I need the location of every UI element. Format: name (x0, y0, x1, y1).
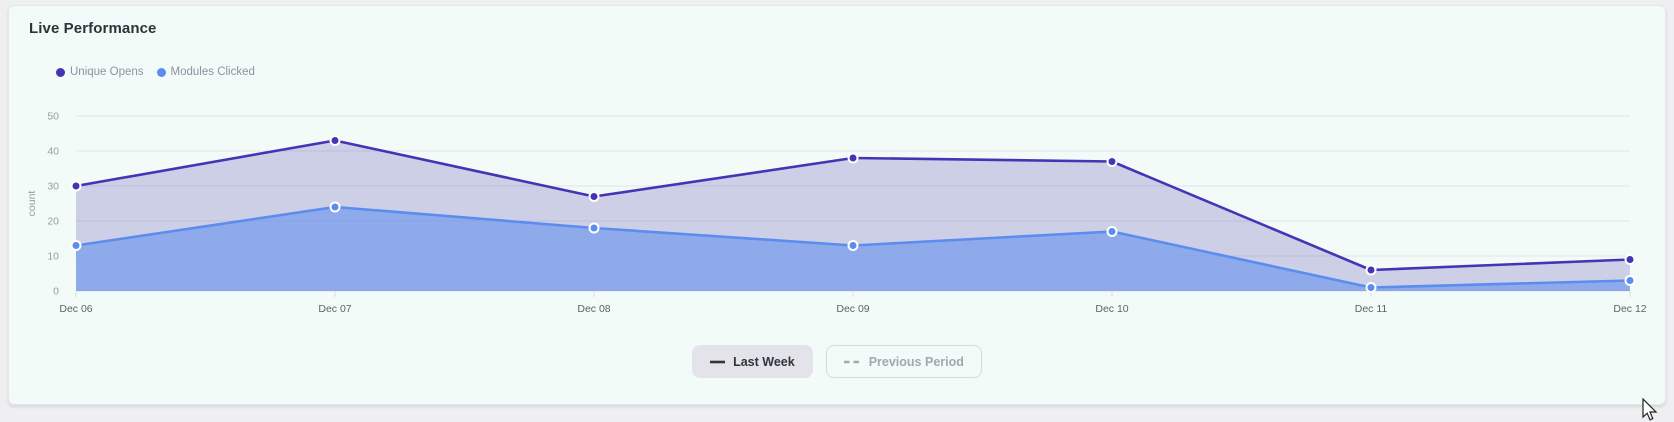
data-point[interactable] (70, 240, 82, 251)
y-axis-tick-label: 20 (47, 216, 59, 228)
data-point[interactable] (588, 191, 600, 202)
y-axis-tick-label: 40 (47, 146, 59, 158)
x-axis-tick-label: Dec 10 (1095, 303, 1128, 315)
data-point[interactable] (588, 222, 600, 234)
x-axis-tick-label: Dec 09 (836, 303, 869, 315)
y-axis-tick-label: 50 (47, 111, 59, 123)
unique-opens-dot-icon (56, 67, 65, 77)
data-point[interactable] (329, 135, 341, 146)
modules-clicked-dot-icon (156, 67, 166, 77)
data-point[interactable] (329, 201, 341, 213)
line-area-chart[interactable]: 0 10 20 30 40 50 Dec 06 Dec 07 Dec 08 Dec 09 Dec 1… (9, 106, 1667, 319)
data-point[interactable] (1624, 275, 1636, 286)
chart-legend: Unique Opens Modules Clicked (56, 66, 255, 78)
data-point[interactable] (1624, 254, 1636, 265)
legend-label: Modules Clicked (170, 66, 255, 78)
data-point[interactable] (70, 180, 82, 192)
x-axis-tick-label: Dec 07 (318, 303, 351, 315)
data-point[interactable] (847, 152, 859, 164)
previous-period-button-label: Previous Period (868, 354, 964, 369)
x-axis-tick-label: Dec 08 (577, 303, 610, 315)
x-axis-tick-label: Dec 12 (1613, 303, 1646, 315)
legend-label: Unique Opens (70, 66, 144, 78)
period-controls: Last Week Previous Period (9, 345, 1665, 378)
data-point[interactable] (1106, 156, 1118, 167)
data-point[interactable] (1106, 226, 1118, 237)
y-axis-tick-label: 0 (53, 286, 59, 298)
x-axis-tick-label: Dec 11 (1355, 303, 1388, 315)
legend-item-modules-clicked[interactable]: Modules Clicked (156, 66, 255, 78)
y-axis-tick-label: 10 (47, 251, 59, 263)
solid-line-icon (710, 360, 726, 363)
live-performance-card: Live Performance Unique Opens Modules Cl… (8, 5, 1666, 405)
dashed-line-icon (843, 360, 861, 363)
data-point[interactable] (1365, 264, 1377, 276)
y-axis-tick-label: 30 (47, 181, 59, 193)
x-axis-tick-label: Dec 06 (59, 303, 92, 315)
last-week-button-label: Last Week (733, 354, 795, 369)
previous-period-button[interactable]: Previous Period (825, 345, 982, 378)
last-week-button[interactable]: Last Week (692, 345, 813, 378)
y-axis-title: count (26, 191, 38, 217)
data-point[interactable] (1365, 282, 1377, 293)
data-point[interactable] (847, 240, 859, 251)
legend-item-unique-opens[interactable]: Unique Opens (56, 66, 144, 78)
page-title: Live Performance (29, 20, 157, 37)
